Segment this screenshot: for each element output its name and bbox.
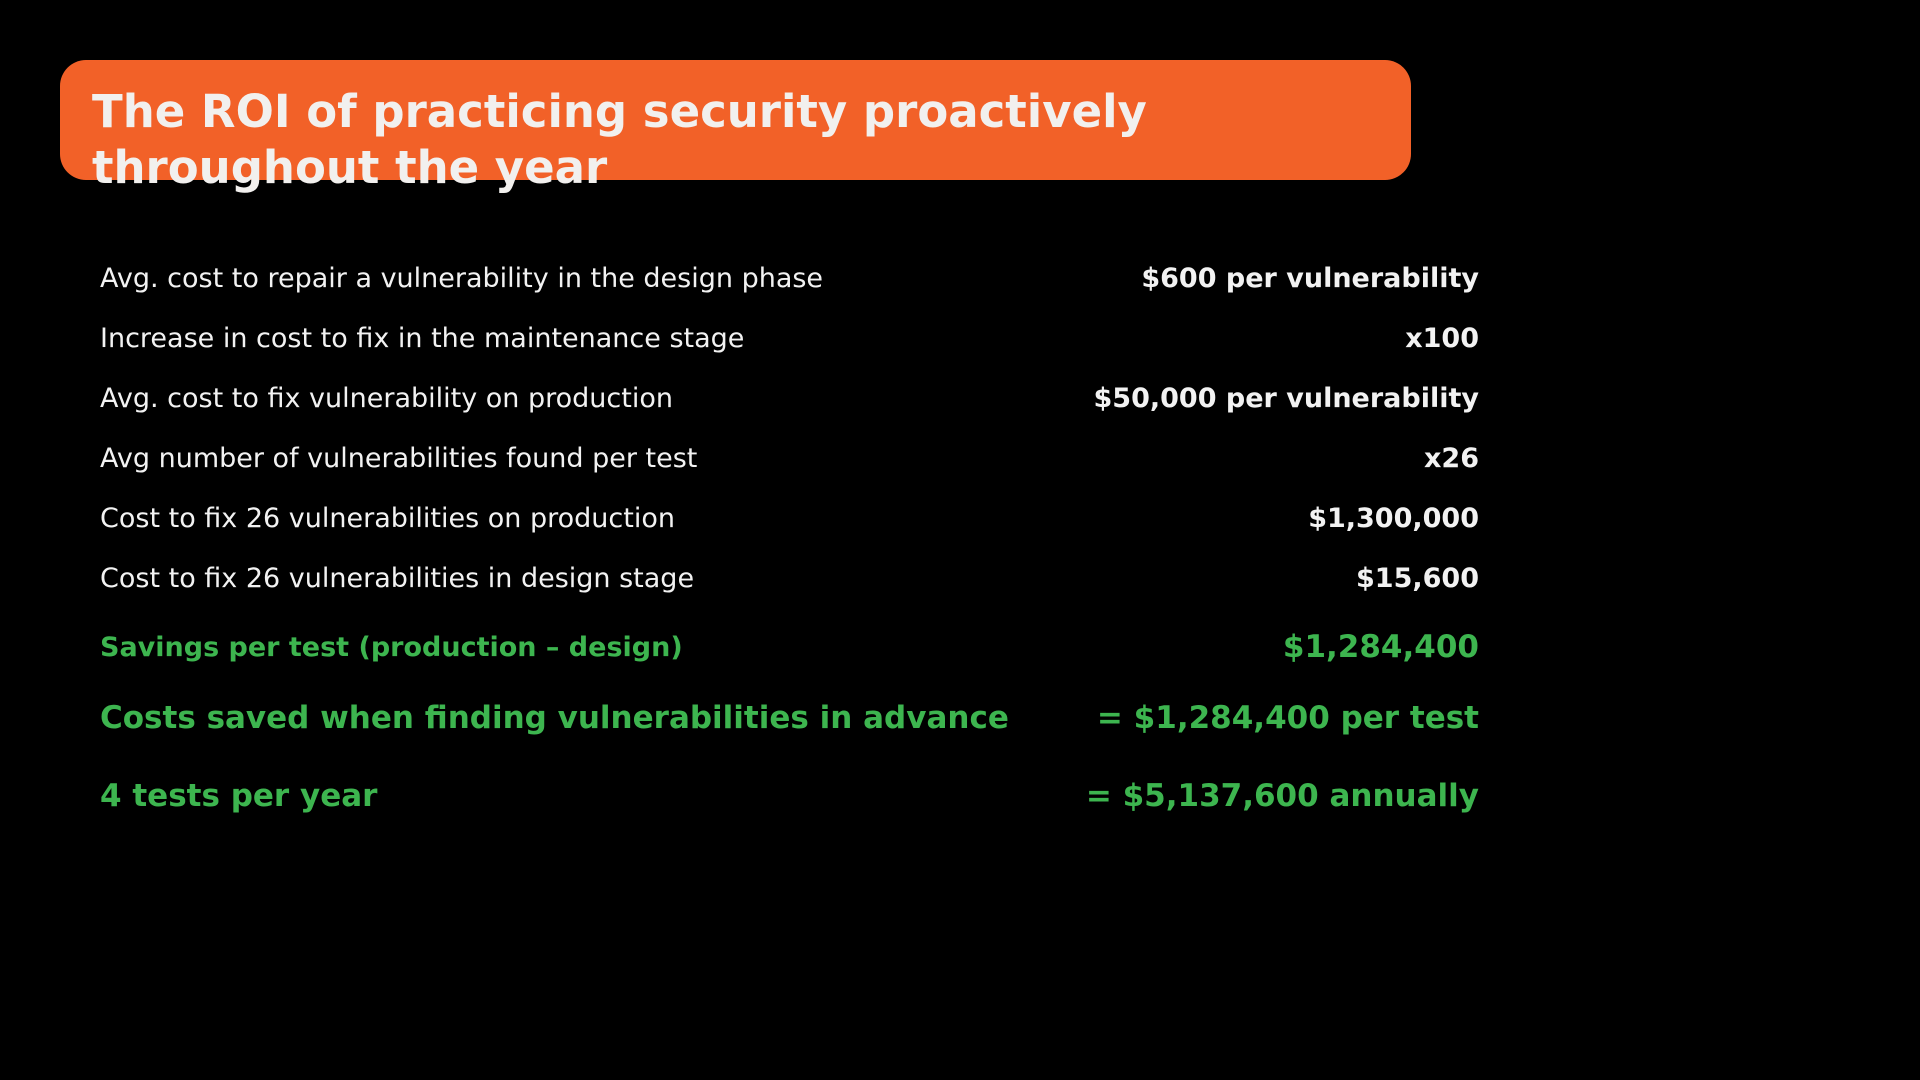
- table-row: Avg number of vulnerabilities found per …: [100, 438, 1479, 478]
- summary-value: = $1,284,400 per test: [1096, 700, 1479, 736]
- summary-label: Costs saved when finding vulnerabilities…: [100, 700, 1009, 736]
- summary-row-per-test: Costs saved when finding vulnerabilities…: [100, 698, 1479, 738]
- table-row: Avg. cost to repair a vulnerability in t…: [100, 258, 1479, 298]
- row-label: Cost to fix 26 vulnerabilities in design…: [100, 562, 695, 594]
- row-value: x26: [1424, 442, 1479, 474]
- summary-label: Savings per test (production – design): [100, 631, 683, 663]
- table-row: Avg. cost to fix vulnerability on produc…: [100, 378, 1479, 418]
- row-label: Increase in cost to fix in the maintenan…: [100, 322, 745, 354]
- summary-value: $1,284,400: [1282, 629, 1479, 665]
- title-banner: [60, 60, 1411, 180]
- row-value: $600 per vulnerability: [1141, 262, 1479, 294]
- table-row: Increase in cost to fix in the maintenan…: [100, 318, 1479, 358]
- row-label: Avg. cost to fix vulnerability on produc…: [100, 382, 673, 414]
- summary-row-savings: Savings per test (production – design) $…: [100, 627, 1479, 667]
- row-label: Avg. cost to repair a vulnerability in t…: [100, 262, 824, 294]
- row-label: Cost to fix 26 vulnerabilities on produc…: [100, 502, 675, 534]
- table-row: Cost to fix 26 vulnerabilities in design…: [100, 558, 1479, 598]
- summary-row-annual: 4 tests per year = $5,137,600 annually: [100, 776, 1479, 816]
- table-row: Cost to fix 26 vulnerabilities on produc…: [100, 498, 1479, 538]
- row-value: $15,600: [1356, 562, 1479, 594]
- row-value: $50,000 per vulnerability: [1093, 382, 1479, 414]
- summary-value: = $5,137,600 annually: [1085, 778, 1479, 814]
- row-value: $1,300,000: [1308, 502, 1479, 534]
- summary-label: 4 tests per year: [100, 778, 378, 814]
- page-title: The ROI of practicing security proactive…: [92, 85, 1147, 194]
- row-label: Avg number of vulnerabilities found per …: [100, 442, 698, 474]
- row-value: x100: [1405, 322, 1479, 354]
